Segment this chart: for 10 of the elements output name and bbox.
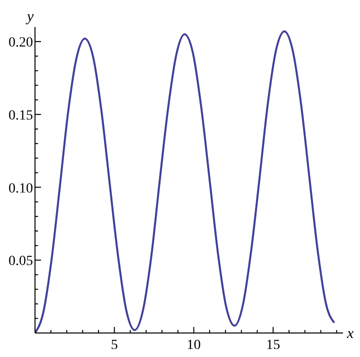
y-tick-label: 0.15 <box>8 108 33 124</box>
y-axis-title: y <box>25 9 34 25</box>
x-tick-label: 10 <box>186 338 201 353</box>
y-tick-label: 0.10 <box>8 181 33 196</box>
y-tick-label: 0.20 <box>8 36 33 51</box>
x-axis-title: x <box>346 326 354 342</box>
x-tick-label: 5 <box>110 338 118 353</box>
x-tick-label: 15 <box>266 338 280 353</box>
y-tick-label: 0.05 <box>8 254 33 270</box>
line-series <box>35 30 336 333</box>
